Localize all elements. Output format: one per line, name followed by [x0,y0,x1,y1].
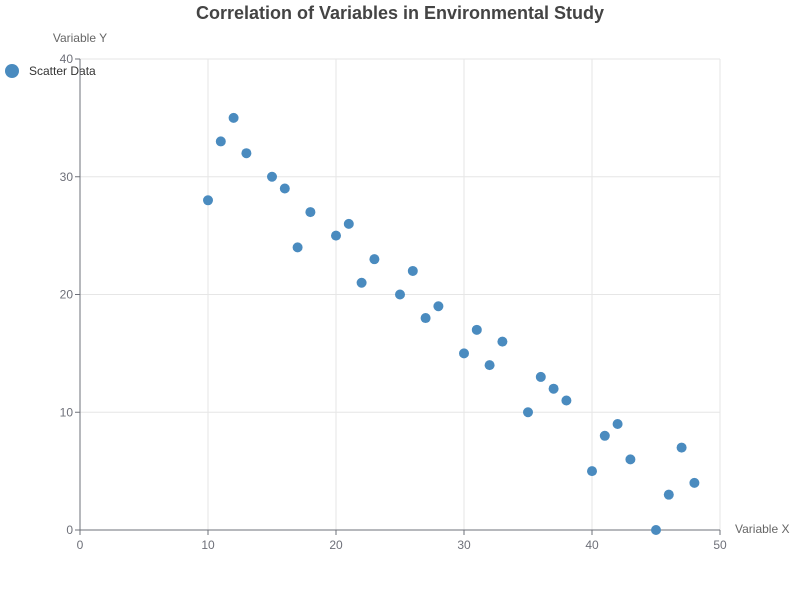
x-tick-label-10: 10 [201,538,215,552]
data-point-28-19[interactable] [433,301,444,312]
legend-label-scatter-data: Scatter Data [29,64,96,78]
data-point-31-17[interactable] [471,324,482,335]
data-point-27-18[interactable] [420,313,431,324]
data-point-17-24[interactable] [292,242,303,253]
data-point-37-12[interactable] [548,383,559,394]
data-point-13-32[interactable] [241,148,252,159]
data-point-41-8[interactable] [599,430,610,441]
data-point-45-0[interactable] [651,525,661,535]
data-point-46-3[interactable] [663,489,674,500]
data-point-10-28[interactable] [203,195,213,206]
data-point-32-14[interactable] [484,360,495,371]
y-tick-label-0: 0 [66,523,73,537]
y-tick-label-30: 30 [60,170,74,184]
x-tick-label-40: 40 [585,538,599,552]
chart-title: Correlation of Variables in Environmenta… [196,3,604,23]
data-point-30-15[interactable] [459,348,469,359]
data-point-15-30[interactable] [267,171,277,182]
data-point-43-6[interactable] [625,454,636,465]
data-point-11-33[interactable] [215,136,226,147]
data-point-40-5[interactable] [587,466,597,477]
x-tick-label-30: 30 [457,538,471,552]
data-point-33-16[interactable] [497,336,508,347]
tick-labels: 0 10 20 30 40 50 0 10 20 30 40 [60,52,727,552]
data-point-20-25[interactable] [331,230,341,241]
y-tick-label-40: 40 [60,52,74,66]
x-tick-label-20: 20 [329,538,343,552]
data-point-18-27[interactable] [305,207,316,218]
legend-marker-scatter-data [5,64,19,78]
y-tick-label-20: 20 [60,288,74,302]
x-axis-label: Variable X [735,522,789,536]
data-point-26-22[interactable] [407,265,418,276]
data-point-21-26[interactable] [343,218,354,229]
y-tick-label-10: 10 [60,405,74,419]
data-point-36-13[interactable] [535,371,546,382]
data-point-25-20[interactable] [395,289,405,300]
x-tick-label-0: 0 [77,538,84,552]
data-point-22-21[interactable] [356,277,367,288]
x-tick-label-50: 50 [713,538,727,552]
data-point-48-4[interactable] [689,477,700,488]
data-points [203,112,700,535]
grid [80,58,721,530]
data-point-12-35[interactable] [228,112,239,123]
data-point-38-11[interactable] [561,395,572,406]
data-point-16-29[interactable] [279,183,290,194]
y-axis-label: Variable Y [53,31,107,45]
axes [75,58,721,535]
data-point-42-9[interactable] [612,419,623,430]
data-point-23-23[interactable] [369,254,380,265]
data-point-35-10[interactable] [523,407,533,418]
legend[interactable]: Scatter Data [5,64,96,78]
data-point-47-7[interactable] [676,442,687,453]
